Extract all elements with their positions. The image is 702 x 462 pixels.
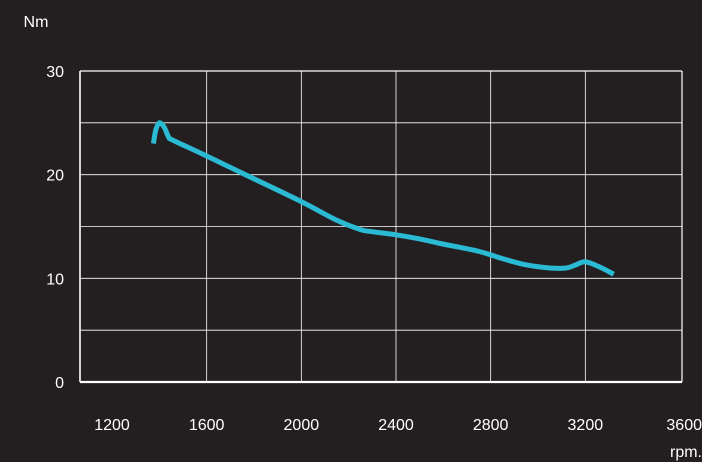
x-tick-label: 2800 <box>473 417 509 434</box>
y-tick-label: 10 <box>46 271 64 288</box>
y-axis-label: Nm <box>24 14 49 31</box>
x-tick-label: 3200 <box>568 417 604 434</box>
x-tick-label: 1200 <box>94 417 130 434</box>
y-tick-label: 0 <box>55 375 64 392</box>
series-layer <box>150 120 615 277</box>
torque-series-line <box>150 120 615 277</box>
y-tick-label: 30 <box>46 64 64 81</box>
plot-frame <box>79 70 683 384</box>
x-tick-label: 3600 <box>666 417 702 434</box>
x-tick-label: 1600 <box>189 417 225 434</box>
x-tick-label: 2400 <box>378 417 414 434</box>
tick-labels: 0 10 20 30 1200 1600 2000 2400 2800 3200 3600 <box>46 64 702 434</box>
y-tick-label: 20 <box>46 168 64 185</box>
x-tick-label: 2000 <box>284 417 320 434</box>
x-axis-label: rpm. <box>670 444 702 461</box>
grid-layer <box>80 71 682 382</box>
